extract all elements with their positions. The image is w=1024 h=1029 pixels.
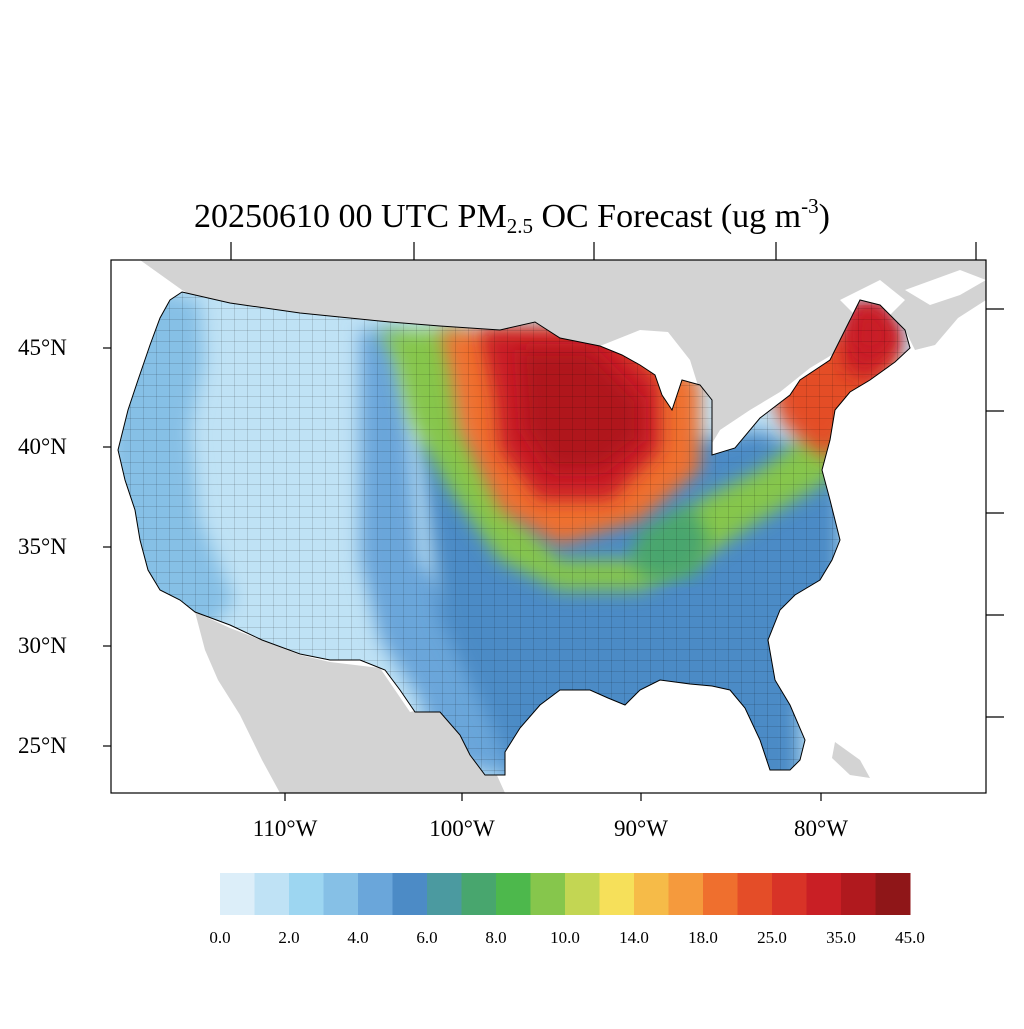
colorbar-swatch bbox=[703, 873, 738, 915]
colorbar-label: 8.0 bbox=[485, 928, 507, 947]
lat-label-35: 35°N bbox=[18, 534, 67, 559]
lat-label-30: 30°N bbox=[18, 633, 67, 658]
mexico-landmass bbox=[195, 612, 520, 793]
colorbar-label: 45.0 bbox=[895, 928, 925, 947]
colorbar-swatch bbox=[875, 873, 911, 915]
colorbar-swatch bbox=[668, 873, 704, 915]
lon-label-80w: 80°W bbox=[794, 816, 848, 841]
colorbar-swatch bbox=[530, 873, 566, 915]
colorbar-swatch bbox=[841, 873, 876, 915]
conus-concentration-field bbox=[117, 291, 911, 776]
colorbar-swatch bbox=[565, 873, 600, 915]
concentration-shading bbox=[118, 292, 910, 775]
colorbar-label: 4.0 bbox=[347, 928, 369, 947]
lat-label-45: 45°N bbox=[18, 335, 67, 360]
colorbar bbox=[220, 873, 911, 915]
colorbar-swatch bbox=[772, 873, 807, 915]
colorbar-label: 10.0 bbox=[550, 928, 580, 947]
title-middle: OC Forecast (ug m bbox=[532, 198, 802, 235]
colorbar-swatch bbox=[634, 873, 669, 915]
cuba-landmass bbox=[832, 742, 870, 778]
conus-outline bbox=[117, 291, 911, 776]
title-suffix: ) bbox=[818, 198, 830, 235]
colorbar-swatch bbox=[289, 873, 324, 915]
colorbar-label: 18.0 bbox=[688, 928, 718, 947]
lat-label-25: 25°N bbox=[18, 733, 67, 758]
lat-label-40: 40°N bbox=[18, 434, 67, 459]
colorbar-label: 35.0 bbox=[826, 928, 856, 947]
colorbar-swatch bbox=[358, 873, 393, 915]
lon-label-90w: 90°W bbox=[614, 816, 668, 841]
colorbar-label: 6.0 bbox=[416, 928, 438, 947]
map-frame bbox=[110, 259, 987, 794]
colorbar-swatch bbox=[461, 873, 497, 915]
colorbar-label: 25.0 bbox=[757, 928, 787, 947]
colorbar-swatch bbox=[806, 873, 842, 915]
colorbar-swatch bbox=[220, 873, 255, 915]
axis-ticks bbox=[103, 242, 1004, 801]
colorbar-swatch bbox=[737, 873, 773, 915]
colorbar-label: 2.0 bbox=[278, 928, 300, 947]
colorbar-label: 14.0 bbox=[619, 928, 649, 947]
colorbar-swatch bbox=[427, 873, 462, 915]
title-subscript: 2.5 bbox=[506, 214, 533, 238]
saint-lawrence-water bbox=[905, 270, 986, 305]
colorbar-swatch bbox=[496, 873, 531, 915]
colorbar-swatch bbox=[323, 873, 359, 915]
canada-landmass bbox=[140, 260, 986, 455]
colorbar-swatch bbox=[599, 873, 635, 915]
colorbar-swatch bbox=[254, 873, 290, 915]
colorbar-label: 0.0 bbox=[209, 928, 231, 947]
title-superscript: -3 bbox=[801, 194, 819, 218]
lon-label-100w: 100°W bbox=[429, 816, 495, 841]
lon-label-110w: 110°W bbox=[252, 816, 318, 841]
title-prefix: 20250610 00 UTC PM bbox=[194, 198, 507, 235]
colorbar-swatch bbox=[392, 873, 428, 915]
map-title: 20250610 00 UTC PM2.5 OC Forecast (ug m-… bbox=[0, 184, 1024, 248]
